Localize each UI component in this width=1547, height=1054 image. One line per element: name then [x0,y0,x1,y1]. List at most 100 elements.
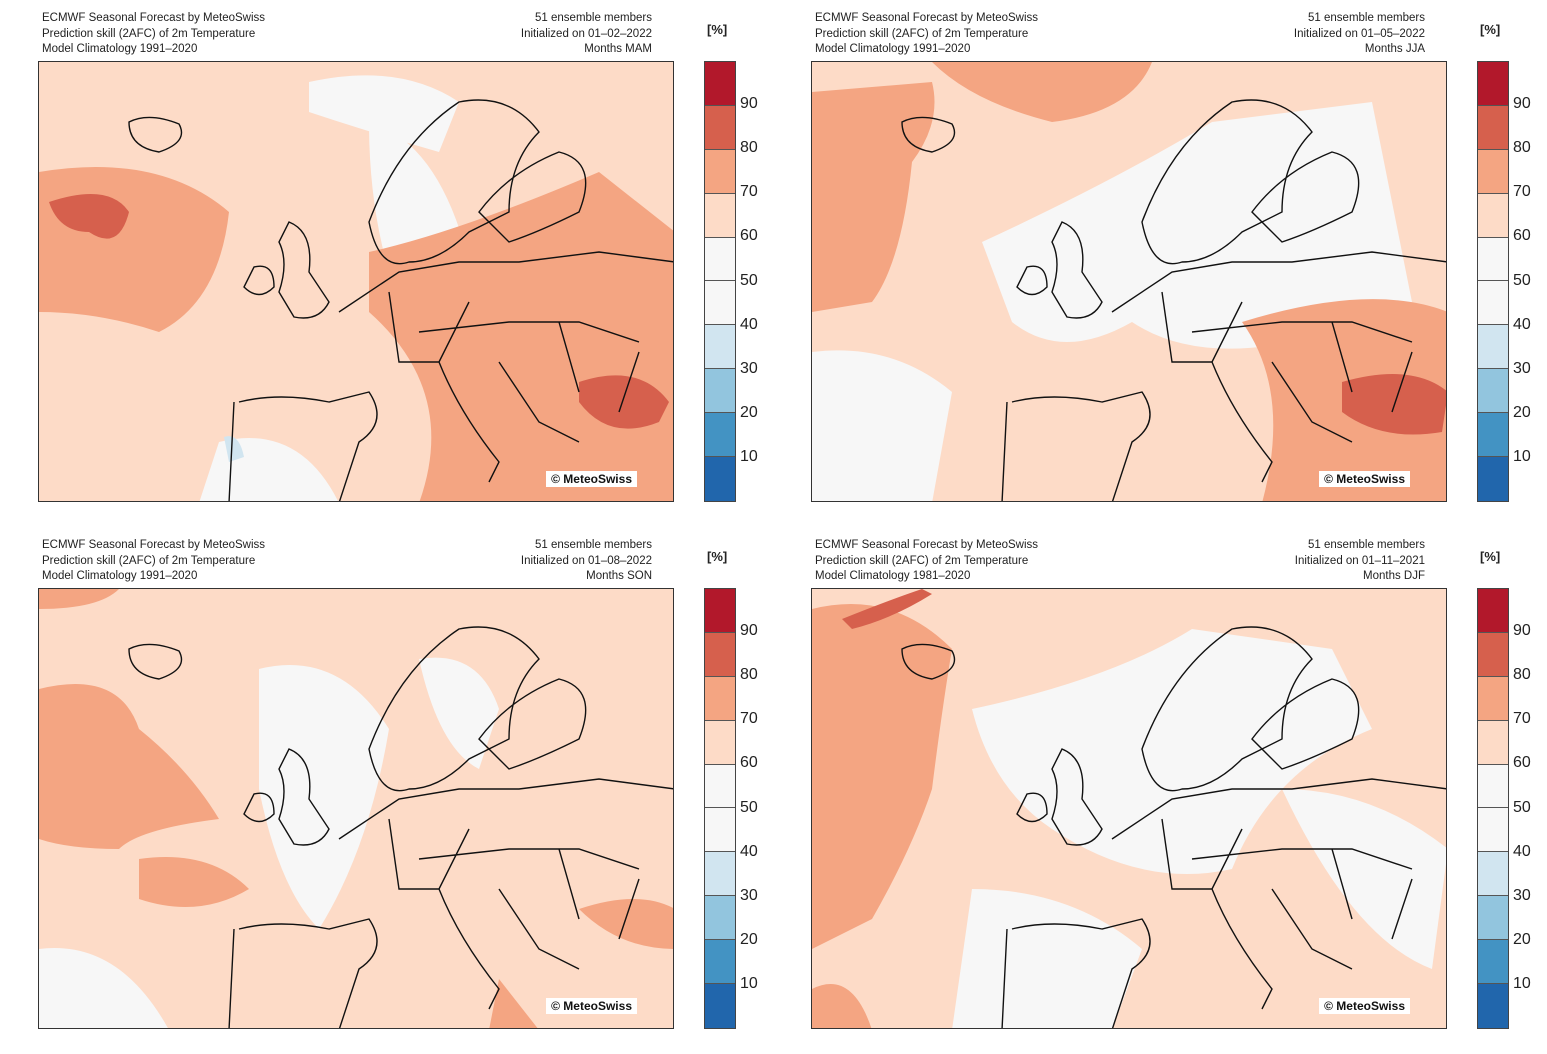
colorbar-segment [1478,105,1508,150]
skill-region [842,589,932,629]
copyright-label: © MeteoSwiss [1319,998,1410,1014]
header-line: Months JJA [1364,43,1425,55]
colorbar-segment [705,62,735,106]
colorbar-segment [705,940,735,985]
header-right: 51 ensemble members Initialized on 01–05–… [1203,11,1425,58]
colorbar-segment [1478,325,1508,370]
skill-region [39,589,673,1028]
colorbar-segment [705,149,735,194]
colorbar-segment [705,325,735,370]
header-line: Initialized on 01–11–2021 [1294,554,1425,567]
colorbar-unit: [%] [707,22,728,37]
colorbar-segment [705,764,735,809]
colorbar-segment [705,413,735,458]
colorbar-tick: 80 [1513,139,1531,157]
colorbar-segment [1478,457,1508,501]
colorbar-tick: 50 [1513,271,1531,289]
colorbar-segment [705,808,735,853]
skill-region [952,629,1446,1028]
colorbar-tick: 70 [740,710,758,728]
colorbar-segment [705,369,735,414]
colorbar-segment [1478,413,1508,458]
colorbar-tick: 60 [1513,754,1531,772]
header-left: ECMWF Seasonal Forecast by MeteoSwiss Pre… [42,11,265,58]
header-right: 51 ensemble members Initialized on 01–08–… [430,538,652,585]
skill-map: © MeteoSwiss [811,61,1447,502]
skill-map: © MeteoSwiss [38,61,674,502]
colorbar-tick: 30 [740,886,758,904]
colorbar-tick: 20 [1513,930,1531,948]
header-line: 51 ensemble members [1308,539,1425,551]
colorbar-tick: 90 [1513,95,1531,113]
colorbar-tick: 70 [740,183,758,201]
header-left: ECMWF Seasonal Forecast by MeteoSwiss Pre… [815,538,1038,585]
colorbar-segment [1478,149,1508,194]
colorbar-segment [705,676,735,721]
colorbar-segment [705,632,735,677]
header-line: Initialized on 01–02–2022 [520,27,652,40]
header-left: ECMWF Seasonal Forecast by MeteoSwiss Pre… [815,11,1038,58]
header-line: 51 ensemble members [535,539,652,551]
colorbar-tick: 80 [1513,666,1531,684]
colorbar-tick: 80 [740,666,758,684]
colorbar-tick: 30 [1513,359,1531,377]
colorbar [1477,588,1509,1029]
colorbar-tick: 30 [740,359,758,377]
forecast-panel-jja: ECMWF Seasonal Forecast by MeteoSwiss Pre… [773,0,1546,527]
colorbar-tick: 80 [740,139,758,157]
colorbar-tick: 50 [740,798,758,816]
header-line: ECMWF Seasonal Forecast by MeteoSwiss [42,539,266,551]
skill-region [49,194,669,429]
colorbar-tick: 20 [1513,403,1531,421]
colorbar-segment [1478,193,1508,238]
colorbar-segment [1478,676,1508,721]
header-line: Months DJF [1363,570,1425,582]
colorbar-tick: 60 [1513,227,1531,245]
colorbar-tick: 40 [1513,315,1531,333]
colorbar-tick: 60 [740,227,758,245]
copyright-label: © MeteoSwiss [546,998,637,1014]
colorbar-segment [705,720,735,765]
colorbar-tick: 40 [740,315,758,333]
header-line: Initialized on 01–05–2022 [1293,27,1425,40]
header-line: ECMWF Seasonal Forecast by MeteoSwiss [42,12,266,24]
colorbar-segment [1478,62,1508,106]
colorbar-segment [1478,237,1508,282]
colorbar-segment [1478,764,1508,809]
colorbar-tick: 10 [1513,447,1531,465]
colorbar-tick: 60 [740,754,758,772]
colorbar-segment [1478,720,1508,765]
colorbar-segment [705,589,735,633]
skill-region [812,62,1446,501]
colorbar-segment [1478,852,1508,897]
header-line: Model Climatology 1991–2020 [42,43,198,55]
colorbar-unit: [%] [1480,22,1501,37]
skill-region [39,657,499,1028]
coastline-borders [901,99,1446,501]
header-line: Model Climatology 1981–2020 [815,570,971,582]
colorbar-segment [1478,632,1508,677]
colorbar-segment [705,457,735,501]
colorbar-tick: 90 [1513,622,1531,640]
skill-region [812,102,1412,501]
header-line: ECMWF Seasonal Forecast by MeteoSwiss [815,12,1039,24]
colorbar-segment [705,193,735,238]
header-line: Prediction skill (2AFC) of 2m Temperatur… [42,554,256,567]
copyright-label: © MeteoSwiss [546,471,637,487]
header-left: ECMWF Seasonal Forecast by MeteoSwiss Pre… [42,538,265,585]
forecast-panel-mam: ECMWF Seasonal Forecast by MeteoSwiss Pre… [0,0,773,527]
colorbar-segment [705,852,735,897]
colorbar-tick: 90 [740,622,758,640]
colorbar-tick: 10 [740,447,758,465]
header-line: Prediction skill (2AFC) of 2m Temperatur… [42,27,256,40]
colorbar-tick: 50 [740,271,758,289]
forecast-panel-djf: ECMWF Seasonal Forecast by MeteoSwiss Pre… [773,527,1546,1054]
header-line: 51 ensemble members [535,12,652,24]
coastline-borders [128,626,673,1028]
colorbar-tick: 40 [1513,842,1531,860]
colorbar-segment [1478,589,1508,633]
colorbar-segment [705,281,735,326]
colorbar-tick: 10 [740,974,758,992]
colorbar-tick: 90 [740,95,758,113]
header-right: 51 ensemble members Initialized on 01–02–… [430,11,652,58]
